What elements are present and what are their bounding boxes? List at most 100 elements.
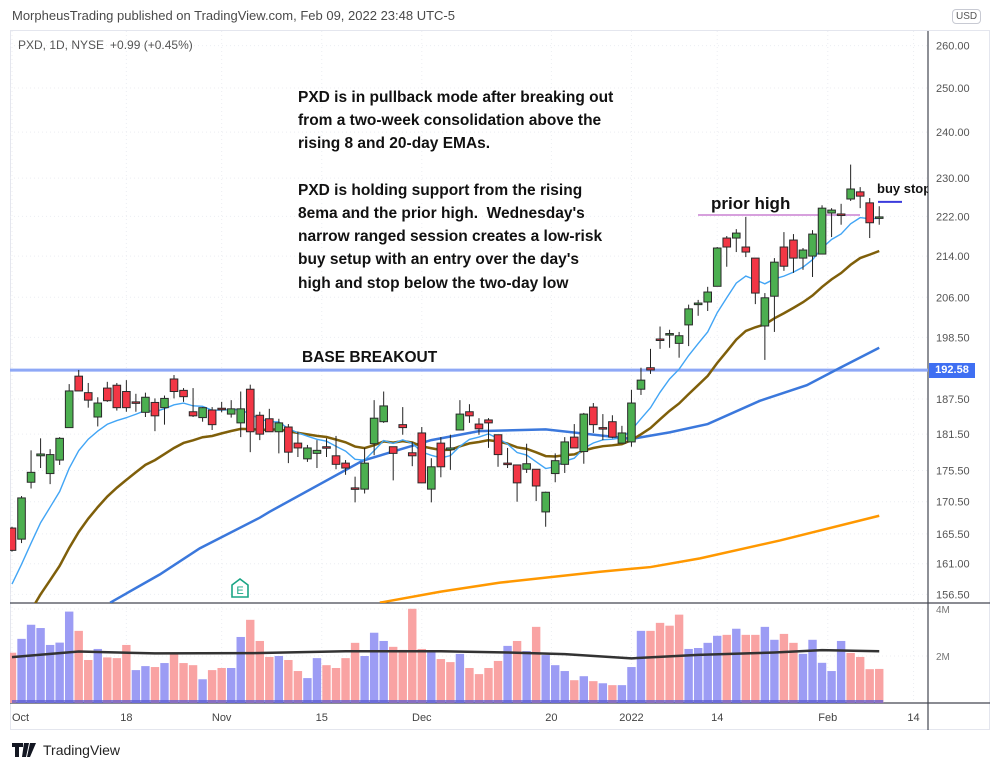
- volume-bar: [808, 639, 817, 703]
- price-tick-label: 165.50: [936, 529, 970, 541]
- candle-body: [141, 396, 150, 413]
- volume-bar: [207, 670, 217, 703]
- volume-bar: [627, 667, 636, 703]
- candle: [484, 418, 493, 448]
- candle: [455, 400, 465, 431]
- volume-bar: [455, 653, 465, 703]
- candle-body: [712, 247, 722, 287]
- earnings-marker[interactable]: E: [230, 577, 250, 604]
- candle-body: [608, 421, 617, 438]
- candle: [589, 403, 598, 433]
- volume-bar: [74, 630, 83, 703]
- note-line: 8ema and the prior high. Wednesday's: [298, 204, 585, 222]
- price-tick-label: 156.50: [936, 589, 970, 601]
- candle: [550, 453, 560, 483]
- candle-body: [331, 455, 341, 465]
- volume-bar: [417, 648, 426, 703]
- candle: [36, 438, 45, 469]
- candle-body: [722, 237, 732, 248]
- candle: [407, 441, 417, 467]
- candle: [712, 247, 722, 287]
- candle: [798, 248, 808, 270]
- buy-stop-label: buy stop: [877, 181, 928, 196]
- candle-body: [627, 402, 636, 443]
- candle: [665, 329, 674, 348]
- publisher-line: MorpheusTrading published on TradingView…: [12, 8, 455, 23]
- volume-bar: [236, 636, 245, 703]
- tradingview-brand[interactable]: TradingView: [12, 742, 120, 758]
- volume-bar: [827, 671, 836, 703]
- candle-body: [493, 434, 503, 456]
- volume-bar: [64, 611, 74, 703]
- volume-bar: [798, 653, 808, 703]
- time-tick-label: 20: [545, 712, 557, 724]
- volume-bar: [141, 666, 150, 703]
- candle-body: [379, 405, 388, 423]
- volume-bar: [522, 651, 531, 703]
- volume-bar: [722, 634, 731, 703]
- currency-badge[interactable]: USD: [952, 9, 982, 24]
- candle: [274, 418, 284, 454]
- candle: [789, 234, 798, 273]
- candle: [722, 236, 732, 267]
- candle: [131, 393, 141, 412]
- candle-body: [655, 338, 665, 341]
- volume-bar: [122, 644, 131, 703]
- candle: [598, 414, 608, 441]
- candle-body: [274, 422, 284, 433]
- price-tick-label: 214.00: [936, 251, 970, 263]
- candle-body: [760, 297, 770, 327]
- volume-bar: [303, 678, 312, 703]
- volume-bar: [331, 667, 341, 703]
- candle-body: [503, 462, 512, 466]
- candle-body: [427, 466, 436, 490]
- time-tick-label: Oct: [12, 712, 29, 724]
- candle: [436, 437, 446, 478]
- time-tick-label: 18: [120, 712, 132, 724]
- time-tick-label: Nov: [212, 712, 232, 724]
- candle-body: [865, 202, 875, 224]
- volume-bar: [84, 659, 93, 703]
- volume-bar: [770, 639, 779, 703]
- candle-body: [122, 391, 131, 409]
- candle-body: [827, 209, 836, 214]
- volume-tick-label: 2M: [936, 652, 950, 663]
- candle-body: [417, 432, 427, 484]
- candle-body: [808, 233, 817, 257]
- candle-body: [112, 384, 122, 409]
- candle-body: [589, 406, 598, 426]
- volume-bar: [350, 642, 360, 703]
- volume-bar: [179, 663, 188, 703]
- candle-body: [45, 454, 55, 475]
- candle: [331, 435, 341, 470]
- candle-body: [855, 191, 865, 197]
- candle-body: [169, 378, 179, 393]
- volume-bar: [503, 645, 512, 703]
- candle-body: [665, 333, 674, 336]
- chart-frame: [10, 30, 990, 730]
- volume-bar: [713, 635, 722, 703]
- price-tick-label: 206.00: [936, 292, 970, 304]
- candle: [198, 407, 207, 422]
- volume-bar: [436, 659, 446, 703]
- candle: [874, 206, 884, 225]
- volume-bar: [636, 630, 646, 703]
- candle-body: [579, 413, 589, 453]
- volume-bar: [408, 608, 417, 703]
- volume-bar: [26, 624, 36, 703]
- note-line: rising 8 and 20-day EMAs.: [298, 135, 491, 153]
- candle: [322, 438, 331, 458]
- price-tick-label: 230.00: [936, 173, 970, 185]
- volume-bar: [160, 663, 169, 703]
- candle: [64, 384, 74, 429]
- earnings-icon: E: [231, 578, 249, 598]
- volume-bar: [617, 685, 627, 703]
- candle: [579, 412, 589, 464]
- candle-body: [531, 468, 541, 487]
- candle: [112, 382, 122, 411]
- candle: [179, 388, 188, 402]
- volume-bar: [598, 683, 608, 703]
- candle: [255, 411, 265, 441]
- candle-body: [617, 432, 627, 444]
